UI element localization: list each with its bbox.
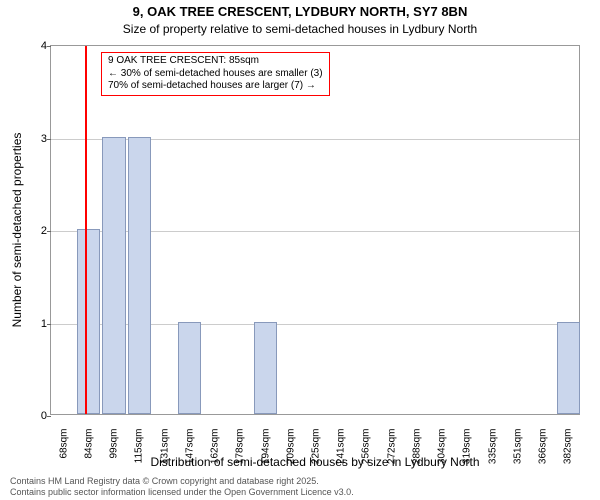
y-tick-label: 3 (33, 133, 47, 145)
bar (77, 229, 100, 414)
bar (102, 137, 125, 415)
y-tick-mark (47, 416, 51, 417)
y-tick-label: 0 (33, 410, 47, 422)
chart-title: 9, OAK TREE CRESCENT, LYDBURY NORTH, SY7… (0, 4, 600, 19)
info-box: 9 OAK TREE CRESCENT: 85sqm← 30% of semi-… (101, 52, 330, 96)
footer-attribution: Contains HM Land Registry data © Crown c… (10, 476, 354, 498)
footer-line1: Contains HM Land Registry data © Crown c… (10, 476, 354, 487)
bar (128, 137, 151, 415)
y-axis-label: Number of semi-detached properties (10, 133, 24, 328)
y-tick-label: 1 (33, 318, 47, 330)
x-axis-label: Distribution of semi-detached houses by … (50, 455, 580, 469)
y-tick-label: 2 (33, 225, 47, 237)
plot-area: 0123468sqm84sqm99sqm115sqm131sqm147sqm16… (50, 45, 580, 415)
bar (254, 322, 277, 415)
bar (178, 322, 201, 415)
y-tick-mark (47, 46, 51, 47)
y-tick-mark (47, 231, 51, 232)
y-tick-label: 4 (33, 40, 47, 52)
chart-container: 9, OAK TREE CRESCENT, LYDBURY NORTH, SY7… (0, 0, 600, 500)
chart-subtitle: Size of property relative to semi-detach… (0, 22, 600, 36)
marker-line (85, 46, 87, 414)
info-box-line: 70% of semi-detached houses are larger (… (108, 80, 323, 93)
y-tick-mark (47, 139, 51, 140)
footer-line2: Contains public sector information licen… (10, 487, 354, 498)
info-box-line: ← 30% of semi-detached houses are smalle… (108, 68, 323, 81)
info-box-line: 9 OAK TREE CRESCENT: 85sqm (108, 55, 323, 68)
bar (557, 322, 580, 415)
y-tick-mark (47, 324, 51, 325)
